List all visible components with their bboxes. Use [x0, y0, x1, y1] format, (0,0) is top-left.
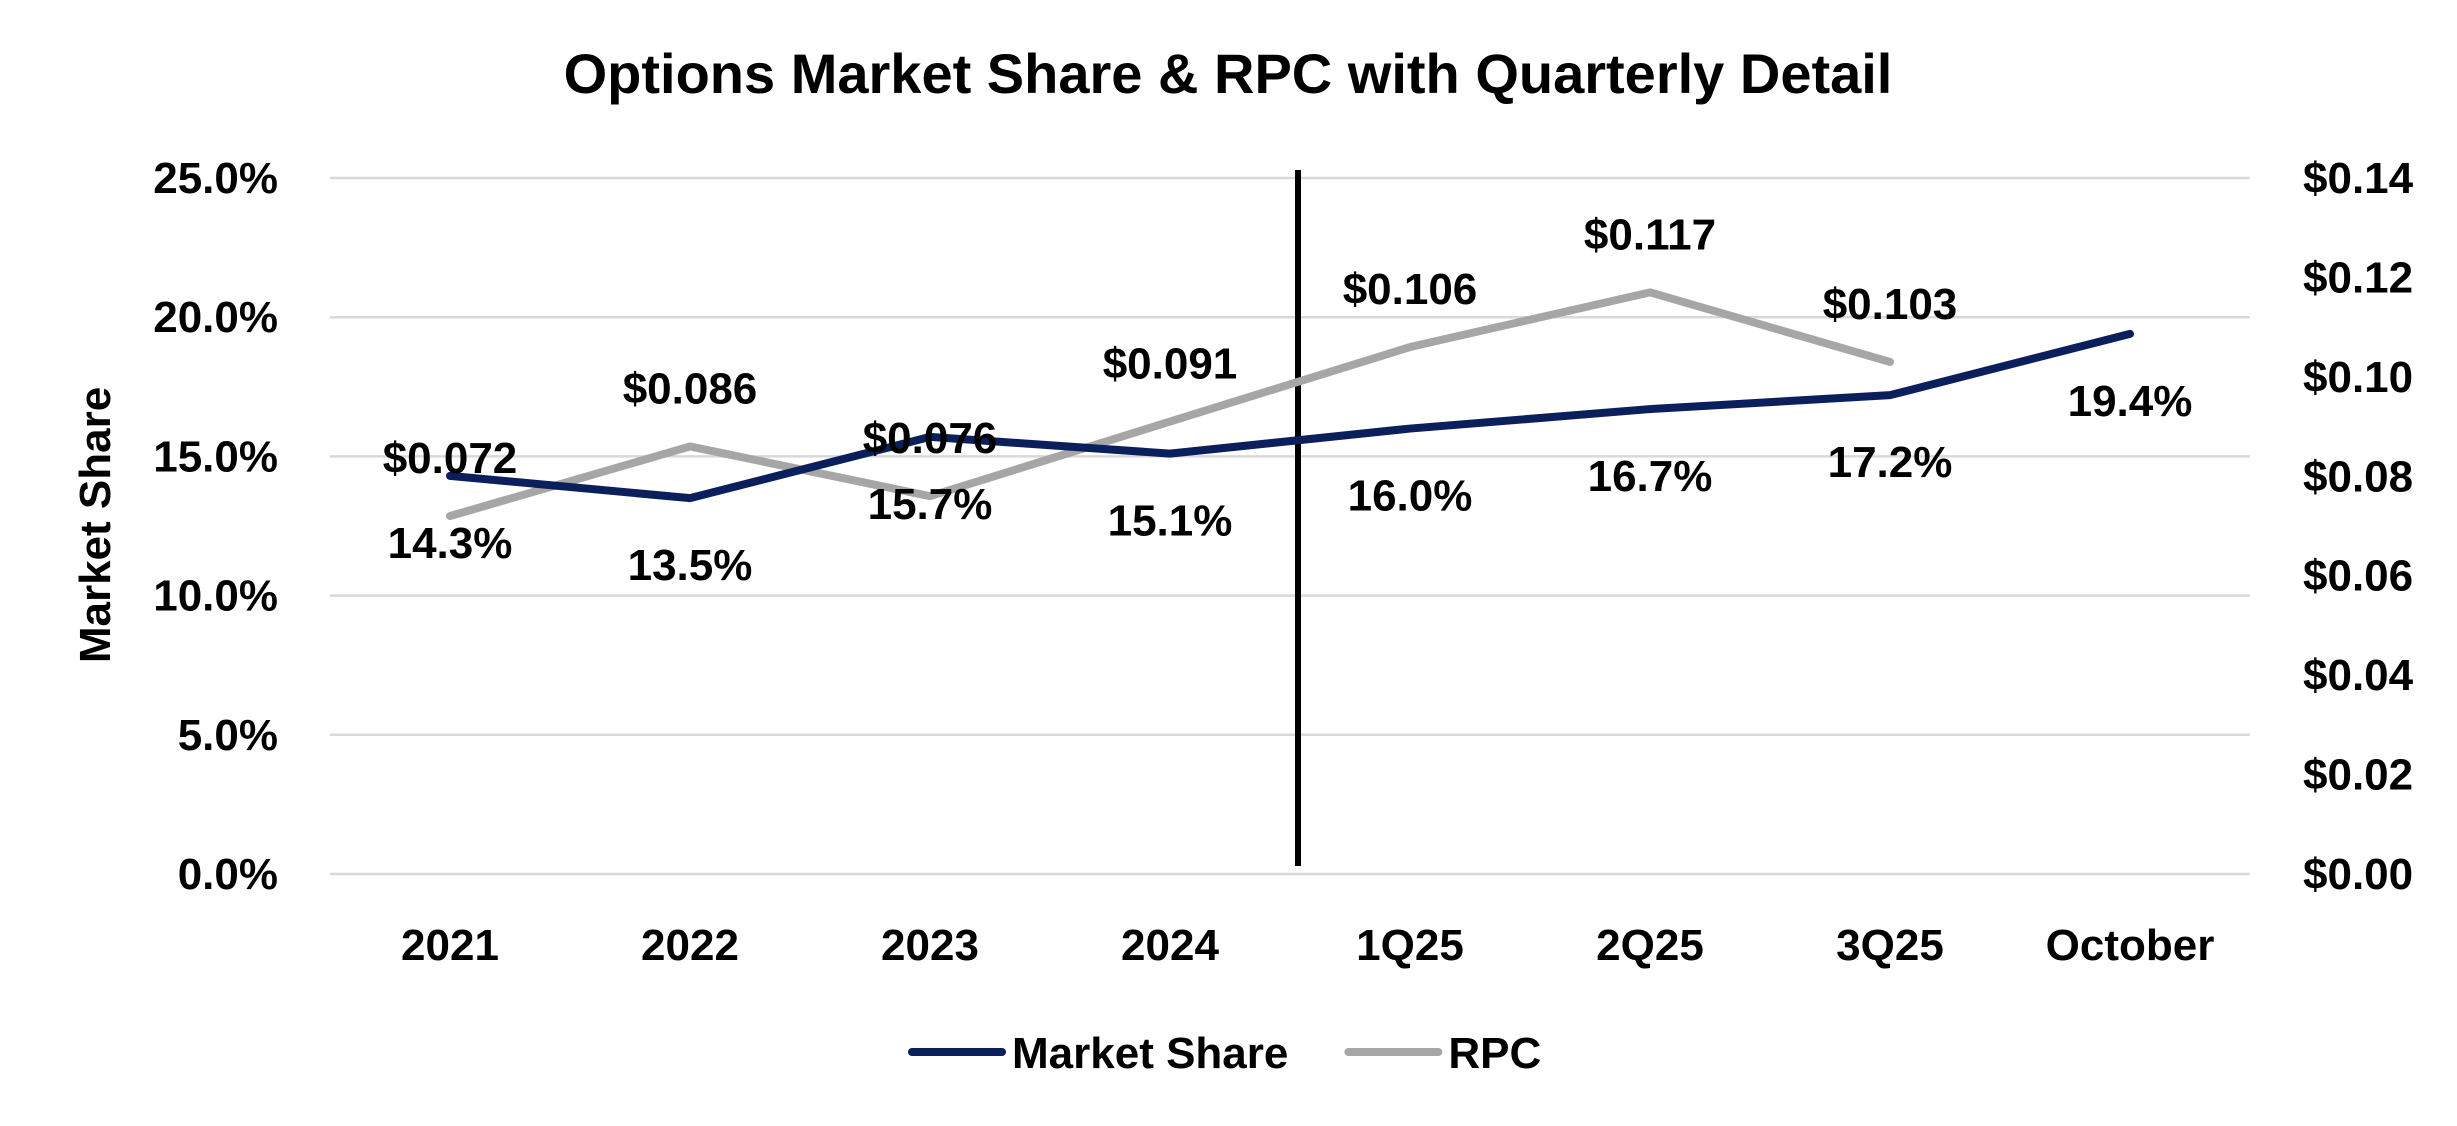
- market-share-data-label: 17.2%: [1828, 438, 1953, 487]
- market-share-data-label: 16.0%: [1348, 472, 1473, 521]
- left-tick-label: 20.0%: [153, 293, 278, 342]
- market-share-line: [446, 329, 2134, 503]
- market-share-data-label: 16.7%: [1588, 452, 1713, 501]
- left-axis-ticks: 0.0% 5.0% 10.0% 15.0% 20.0% 25.0%: [153, 154, 278, 899]
- rpc-data-label: $0.086: [623, 364, 758, 413]
- x-tick-label: 2023: [881, 921, 979, 970]
- left-tick-label: 5.0%: [178, 711, 278, 760]
- rpc-data-label: $0.106: [1343, 265, 1478, 314]
- right-tick-label: $0.08: [2303, 452, 2413, 501]
- market-share-data-label: 19.4%: [2068, 377, 2193, 426]
- series-lines: [446, 288, 2134, 521]
- rpc-data-label: $0.076: [863, 414, 998, 463]
- rpc-line: [446, 288, 1894, 521]
- chart-title: Options Market Share & RPC with Quarterl…: [564, 42, 1893, 105]
- rpc-data-label: $0.072: [383, 434, 518, 483]
- gridlines: [330, 176, 2250, 876]
- x-tick-label: 2Q25: [1596, 921, 1704, 970]
- y-axis-title: Market Share: [71, 387, 120, 663]
- right-tick-label: $0.06: [2303, 552, 2413, 601]
- market-share-data-label: 14.3%: [388, 519, 513, 568]
- left-tick-label: 25.0%: [153, 154, 278, 203]
- market-share-data-label: 15.7%: [868, 480, 993, 529]
- right-tick-label: $0.02: [2303, 751, 2413, 800]
- x-tick-label: 3Q25: [1836, 921, 1944, 970]
- x-tick-label: 1Q25: [1356, 921, 1464, 970]
- legend-rpc-label: RPC: [1448, 1029, 1541, 1078]
- x-tick-label: 2021: [401, 921, 499, 970]
- rpc-data-label: $0.103: [1823, 280, 1958, 329]
- right-tick-label: $0.12: [2303, 253, 2413, 302]
- market-share-data-label: 13.5%: [628, 541, 753, 590]
- right-tick-label: $0.04: [2303, 651, 2414, 700]
- rpc-data-label: $0.117: [1584, 210, 1716, 259]
- data-labels: 14.3% 13.5% 15.7% 15.1% 16.0% 16.7% 17.2% 19.4%…: [383, 210, 2193, 590]
- left-tick-label: 10.0%: [153, 572, 278, 621]
- market-share-data-label: 15.1%: [1108, 497, 1233, 546]
- x-axis-ticks: 2021 2022 2023 2024 1Q25 2Q25 3Q25 October: [401, 921, 2214, 970]
- legend: Market Share RPC: [908, 1029, 1541, 1078]
- left-tick-label: 0.0%: [178, 850, 278, 899]
- right-tick-label: $0.10: [2303, 353, 2413, 402]
- x-tick-label: October: [2046, 921, 2215, 970]
- right-axis-ticks: $0.00 $0.02 $0.04 $0.06 $0.08 $0.10 $0.12 $0.14: [2303, 154, 2414, 899]
- left-tick-label: 15.0%: [153, 432, 278, 481]
- x-tick-label: 2022: [641, 921, 739, 970]
- right-tick-label: $0.14: [2303, 154, 2414, 203]
- legend-market-share-label: Market Share: [1012, 1029, 1288, 1078]
- rpc-data-label: $0.091: [1103, 340, 1238, 389]
- x-tick-label: 2024: [1121, 921, 1219, 970]
- right-tick-label: $0.00: [2303, 850, 2413, 899]
